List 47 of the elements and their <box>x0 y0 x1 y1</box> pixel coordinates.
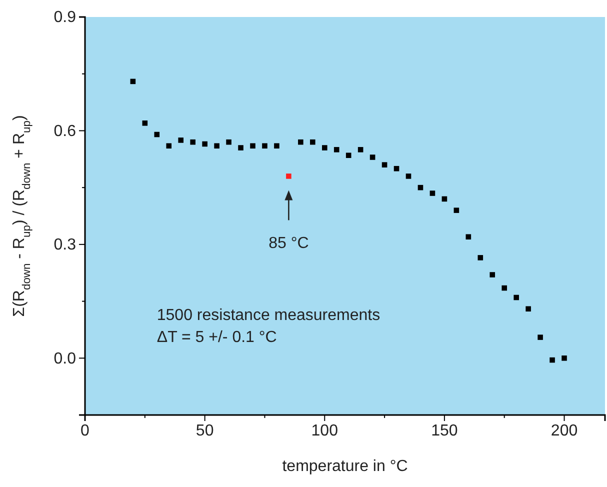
point <box>514 294 519 300</box>
point <box>370 154 376 160</box>
point <box>214 143 220 149</box>
point <box>406 174 412 179</box>
point <box>238 145 244 150</box>
x-axis-title: temperature in °C <box>282 458 408 475</box>
annotation: ΔT = 5 +/- 0.1 °C <box>156 329 277 346</box>
x-tick-label: 150 <box>431 422 458 440</box>
point <box>298 139 304 145</box>
point <box>526 306 531 312</box>
x-tick-label: 50 <box>196 422 214 440</box>
y-tick-label: 0.3 <box>54 236 76 254</box>
point <box>550 357 555 363</box>
annotation: 85 °C <box>268 235 309 252</box>
point <box>142 120 148 126</box>
point <box>262 143 268 149</box>
point <box>502 285 507 291</box>
point <box>226 139 232 145</box>
point <box>454 208 460 213</box>
point <box>430 190 436 196</box>
point <box>466 234 472 240</box>
y-tick-label: 0.6 <box>54 122 76 140</box>
point <box>358 147 364 152</box>
point <box>346 152 352 158</box>
point <box>274 143 280 149</box>
y-tick-label: 0.0 <box>54 350 76 368</box>
x-tick-label: 100 <box>311 422 338 440</box>
annotation: 1500 resistance measurements <box>156 307 380 324</box>
point <box>286 174 292 179</box>
point <box>154 132 160 138</box>
x-tick-label: 0 <box>80 422 90 440</box>
point <box>190 139 196 145</box>
point <box>166 143 172 149</box>
point <box>562 355 567 361</box>
point <box>322 145 328 150</box>
point <box>538 334 543 340</box>
point <box>394 166 400 172</box>
point <box>202 141 208 147</box>
point <box>334 147 340 152</box>
x-tick-label: 200 <box>550 422 578 440</box>
point <box>310 139 316 145</box>
point <box>478 255 484 260</box>
point <box>382 162 388 168</box>
y-tick-label: 0.9 <box>54 9 76 26</box>
point <box>178 138 184 143</box>
point <box>490 272 496 278</box>
point <box>250 143 256 149</box>
